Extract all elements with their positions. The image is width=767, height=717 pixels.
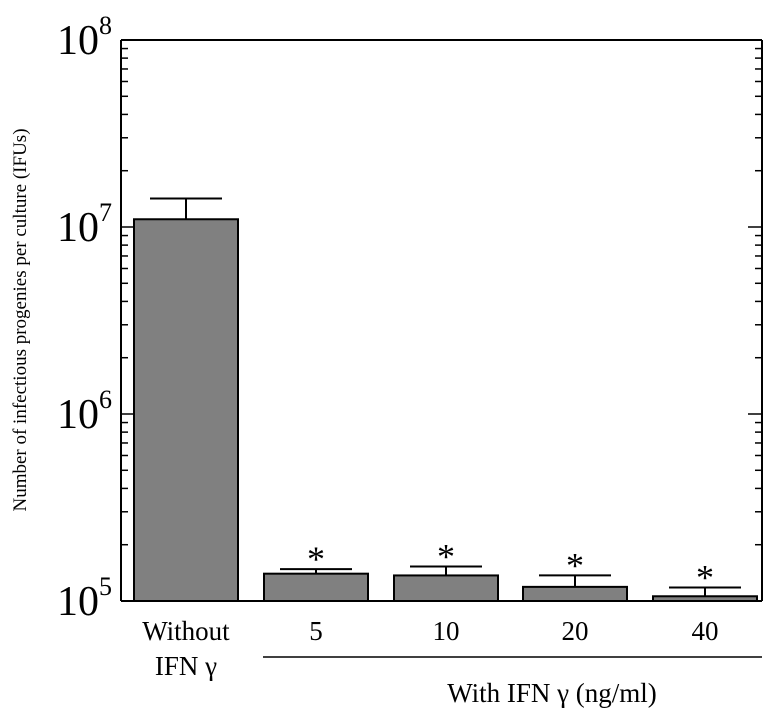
y-tick-base: 10 — [57, 205, 99, 251]
y-tick-label: 107 — [57, 198, 112, 251]
y-tick-label: 108 — [57, 11, 112, 64]
y-tick-base: 10 — [57, 579, 99, 625]
y-tick-base: 10 — [57, 18, 99, 64]
bar — [393, 574, 499, 602]
y-axis-label: Number of infectious progenies per cultu… — [10, 128, 31, 511]
x-tick-label: 10 — [433, 616, 460, 646]
x-tick-label: Without — [142, 616, 230, 646]
y-axis-ticks — [121, 39, 762, 602]
significance-marker: * — [437, 536, 455, 576]
y-tick-exponent: 8 — [99, 11, 112, 40]
y-tick-exponent: 5 — [99, 572, 112, 601]
x-tick-label: 40 — [692, 616, 719, 646]
significance-marker: * — [307, 539, 325, 579]
x-tick-label-line2: IFN γ — [155, 651, 217, 681]
y-tick-label: 106 — [57, 385, 112, 438]
bar-series — [133, 197, 758, 603]
bar — [522, 585, 628, 603]
y-tick-exponent: 6 — [99, 385, 112, 414]
y-tick-base: 10 — [57, 392, 99, 438]
significance-marker: * — [696, 558, 714, 598]
y-tick-exponent: 7 — [99, 198, 112, 227]
significance-marker: * — [566, 545, 584, 585]
bar — [133, 218, 239, 602]
group-label: With IFN γ (ng/ml) — [447, 678, 657, 708]
x-tick-label: 20 — [562, 616, 589, 646]
x-tick-label: 5 — [309, 616, 323, 646]
y-tick-label: 105 — [57, 572, 112, 625]
